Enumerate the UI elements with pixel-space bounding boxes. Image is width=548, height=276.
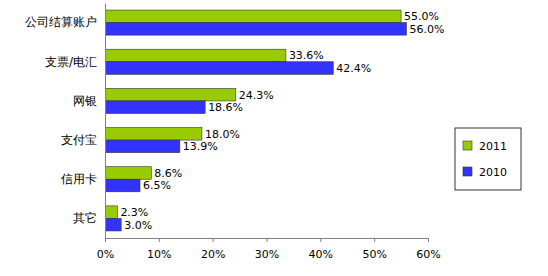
bar	[105, 179, 140, 192]
y-tick: 公司结算账户	[25, 15, 97, 29]
bar	[105, 10, 401, 23]
legend-swatch	[463, 141, 472, 150]
legend: 2011 2010	[455, 128, 521, 190]
legend-label: 2011	[479, 140, 507, 153]
data-labels: 55.0% 33.6% 24.3% 18.0% 8.6% 2.3% 56.0% 42.4% 18…	[120, 10, 444, 231]
bar	[105, 101, 205, 114]
bar	[105, 128, 202, 141]
data-label: 33.6%	[289, 49, 324, 62]
y-axis: 公司结算账户支票/电汇网银支付宝信用卡其它	[25, 4, 106, 239]
x-tick: 60%	[416, 238, 440, 261]
x-tick-mark	[105, 238, 106, 242]
legend-swatch	[463, 167, 472, 176]
bar	[105, 140, 180, 153]
bar	[105, 206, 117, 219]
legend-label: 2010	[479, 166, 507, 179]
legend-box	[455, 128, 521, 190]
y-tick: 信用卡	[61, 172, 97, 186]
data-label: 3.0%	[124, 219, 152, 232]
x-tick: 10%	[147, 238, 171, 261]
data-label: 24.3%	[239, 89, 274, 102]
x-tick-label: 50%	[362, 248, 386, 261]
x-tick-label: 40%	[309, 248, 333, 261]
x-tick-mark	[267, 238, 268, 242]
bar	[105, 88, 236, 101]
y-tick: 网银	[73, 94, 97, 108]
x-tick: 50%	[362, 238, 386, 261]
bars	[105, 10, 406, 231]
x-tick: 40%	[309, 238, 333, 261]
x-tick-mark	[159, 238, 160, 242]
x-tick-mark	[374, 238, 375, 242]
chart: 55.0% 33.6% 24.3% 18.0% 8.6% 2.3% 56.0% 42.4% 18…	[0, 0, 548, 276]
y-axis-line	[105, 4, 106, 239]
x-tick-label: 60%	[416, 248, 440, 261]
x-tick-label: 0%	[97, 248, 114, 261]
data-label: 6.5%	[143, 179, 171, 192]
x-tick: 30%	[255, 238, 279, 261]
data-label: 2.3%	[120, 206, 148, 219]
y-tick-label: 信用卡	[61, 172, 97, 186]
y-tick-label: 公司结算账户	[25, 15, 97, 29]
y-tick-label: 支票/电汇	[45, 55, 97, 69]
data-label: 18.6%	[208, 101, 243, 114]
data-label: 42.4%	[336, 62, 371, 75]
bar	[105, 218, 121, 231]
y-tick: 其它	[73, 211, 97, 225]
x-tick-label: 10%	[147, 248, 171, 261]
x-tick-mark	[428, 238, 429, 242]
y-tick: 支付宝	[61, 133, 97, 147]
data-label: 18.0%	[205, 128, 240, 141]
y-tick-label: 其它	[73, 211, 97, 225]
bar	[105, 62, 333, 75]
bar	[105, 23, 406, 36]
x-tick: 20%	[201, 238, 225, 261]
y-tick: 支票/电汇	[45, 55, 97, 69]
x-tick-label: 20%	[201, 248, 225, 261]
data-label: 56.0%	[409, 23, 444, 36]
x-tick: 0%	[97, 238, 114, 261]
x-tick-mark	[213, 238, 214, 242]
data-label: 13.9%	[183, 140, 218, 153]
x-tick-mark	[320, 238, 321, 242]
data-label: 55.0%	[404, 10, 439, 23]
y-tick-label: 支付宝	[61, 133, 97, 147]
bar	[105, 49, 286, 62]
y-tick-label: 网银	[73, 94, 97, 108]
x-tick-label: 30%	[255, 248, 279, 261]
bar	[105, 167, 151, 180]
data-label: 8.6%	[154, 167, 182, 180]
x-axis: 0% 10% 20% 30% 40% 50% 60%	[97, 238, 441, 261]
